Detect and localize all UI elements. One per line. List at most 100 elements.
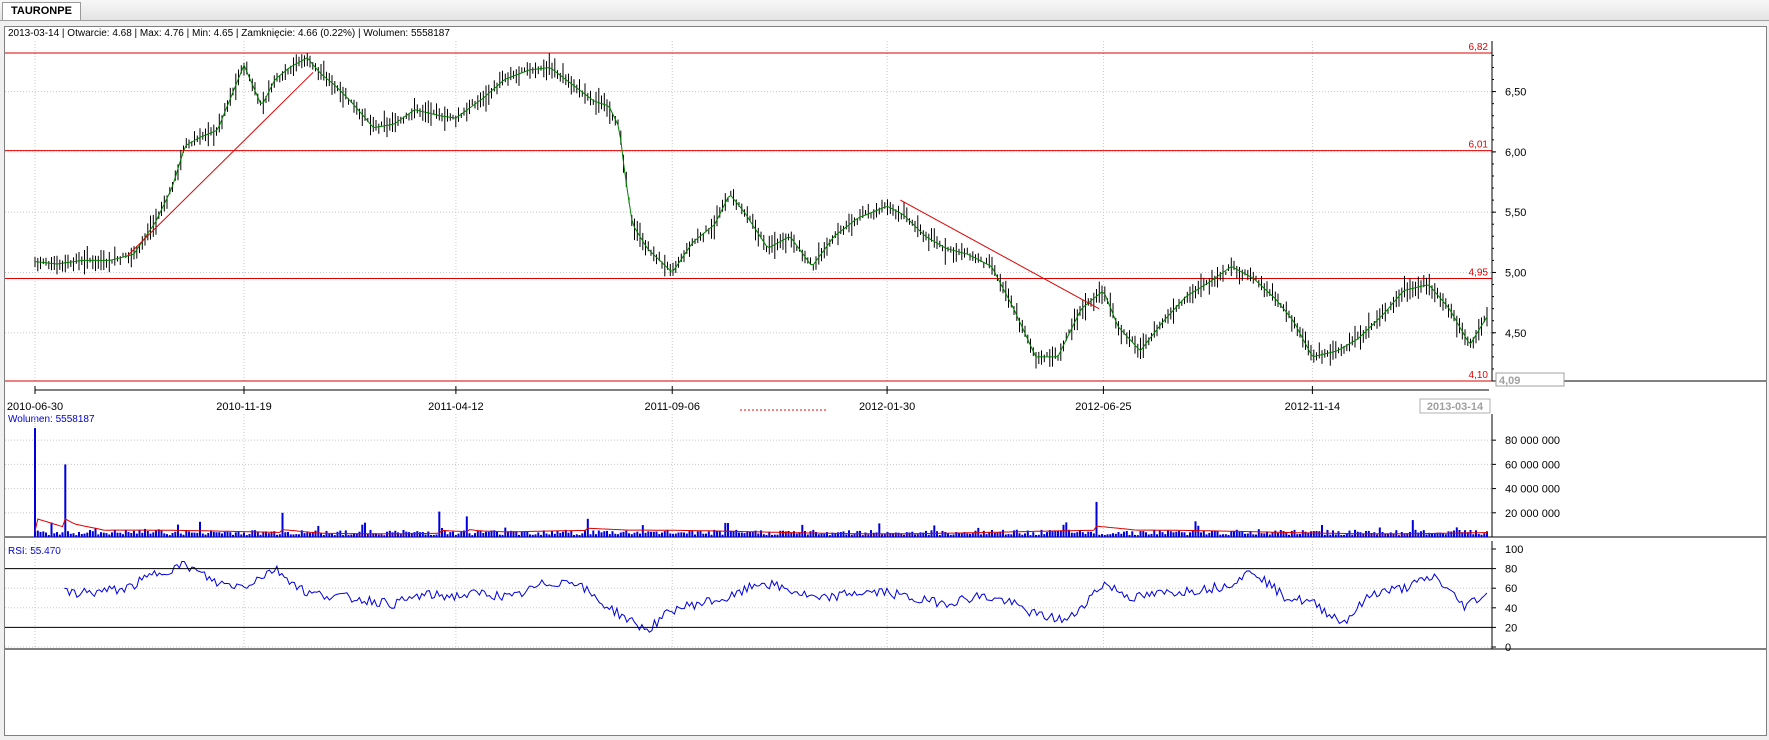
volume-bar-145 [432, 534, 435, 537]
volume-bar-361 [1026, 530, 1029, 537]
volume-bar-266 [765, 534, 768, 537]
volume-bar-314 [897, 532, 900, 537]
volume-bar-446 [1260, 533, 1263, 537]
volume-bar-409 [1158, 530, 1161, 537]
chart-panel[interactable]: 2013-03-14 | Otwarcie: 4.68 | Max: 4.76 … [4, 26, 1767, 736]
volume-bar-274 [787, 531, 790, 537]
volume-bar-311 [889, 532, 892, 537]
volume-bar-27 [108, 534, 111, 537]
volume-bar-51 [174, 531, 177, 537]
tab-tauronpe[interactable]: TAURONPE [2, 2, 81, 20]
volume-bar-481 [1356, 531, 1359, 537]
volume-bar-94 [292, 534, 295, 537]
volume-bar-102 [314, 530, 317, 537]
volume-bar-222 [644, 532, 647, 537]
volume-bar-295 [845, 534, 848, 537]
volume-bar-500 [1409, 532, 1411, 537]
price-tick-label-0: 4,50 [1505, 328, 1526, 340]
volume-bars [34, 428, 1488, 537]
volume-bar-177 [520, 531, 523, 537]
volume-bar-471 [1329, 534, 1332, 537]
volume-bar-261 [751, 532, 754, 537]
volume-bar-398 [1128, 535, 1131, 537]
volume-bar-75 [240, 534, 243, 537]
volume-bar-37 [135, 533, 138, 537]
volume-bar-301 [861, 535, 864, 537]
volume-bar-339 [966, 533, 969, 537]
volume-bar-373 [1059, 530, 1062, 537]
volume-bar-516 [1453, 530, 1455, 537]
volume-bar-10 [61, 532, 64, 537]
volume-bar-199 [581, 533, 584, 537]
volume-bar-254 [732, 531, 735, 537]
volume-bar-365 [1037, 534, 1040, 537]
volume-bar-357 [1015, 529, 1018, 537]
chart-svg[interactable]: 6,82 6,01 4,95 4,10 4,50 5,00 5,50 6,00 6,50 4,0… [5, 27, 1766, 735]
volume-bar-19 [86, 532, 89, 537]
volume-bar-32 [122, 534, 124, 537]
volume-bar-137 [410, 532, 413, 537]
trend-line-1 [900, 199, 1100, 310]
volume-bar-396 [1123, 531, 1125, 537]
volume-bar-155 [460, 531, 463, 537]
volume-bar-413 [1169, 531, 1172, 537]
volume-bar-312 [892, 533, 894, 537]
volume-bar-369 [1048, 530, 1051, 537]
volume-bar-48 [166, 534, 168, 537]
volume-label: Wolumen: 5558187 [8, 414, 95, 425]
volume-bar-517 [1455, 527, 1458, 537]
volume-bar-492 [1387, 533, 1389, 537]
volume-bar-58 [193, 532, 196, 537]
volume-bar-416 [1178, 531, 1180, 537]
volume-bar-479 [1351, 534, 1354, 537]
volume-bar-179 [526, 531, 529, 537]
volume-bar-521 [1466, 532, 1469, 537]
level-label-1: 6,01 [1469, 140, 1489, 151]
volume-bar-253 [729, 530, 732, 537]
volume-bar-279 [801, 524, 804, 537]
volume-bar-86 [270, 531, 273, 537]
volume-bar-515 [1450, 531, 1453, 537]
volume-bar-256 [738, 532, 740, 537]
volume-bar-108 [331, 533, 333, 537]
volume-bar-297 [850, 534, 853, 537]
volume-bar-130 [391, 532, 394, 537]
ohlc-info-line: 2013-03-14 | Otwarcie: 4.68 | Max: 4.76 … [8, 28, 450, 39]
volume-bar-363 [1032, 532, 1035, 537]
volume-bar-216 [628, 533, 630, 537]
volume-bar-24 [100, 532, 102, 537]
volume-bar-200 [584, 530, 586, 537]
volume-bar-169 [498, 534, 501, 537]
price-tick-label-4: 6,50 [1505, 87, 1526, 99]
volume-bar-180 [529, 534, 531, 537]
volume-bar-319 [911, 531, 914, 537]
volume-bar-345 [982, 530, 985, 537]
volume-bar-284 [815, 532, 817, 537]
volume-average-line [34, 518, 1488, 535]
volume-bar-34 [127, 531, 130, 537]
volume-bar-252 [727, 523, 729, 537]
volume-bar-203 [592, 530, 595, 537]
volume-bar-244 [705, 533, 707, 537]
volume-bar-98 [303, 533, 306, 537]
volume-bar-341 [971, 532, 974, 537]
volume-bar-184 [540, 534, 542, 537]
volume-bar-334 [952, 534, 955, 537]
volume-bar-219 [636, 531, 639, 537]
volume-bar-510 [1436, 532, 1439, 537]
volume-bar-26 [105, 533, 108, 537]
volume-bar-202 [589, 534, 592, 537]
volume-bar-80 [254, 530, 256, 537]
volume-bar-430 [1216, 530, 1219, 537]
volume-bar-190 [556, 531, 559, 537]
volume-bar-276 [793, 531, 795, 537]
volume-bar-379 [1076, 532, 1079, 537]
volume-bar-506 [1425, 534, 1428, 537]
volume-bar-149 [443, 531, 446, 537]
volume-bar-79 [251, 530, 254, 537]
volume-bar-426 [1205, 534, 1208, 537]
volume-bar-410 [1161, 532, 1164, 537]
volume-bar-127 [383, 535, 386, 537]
volume-bar-427 [1208, 532, 1211, 537]
volume-bar-154 [457, 533, 460, 537]
